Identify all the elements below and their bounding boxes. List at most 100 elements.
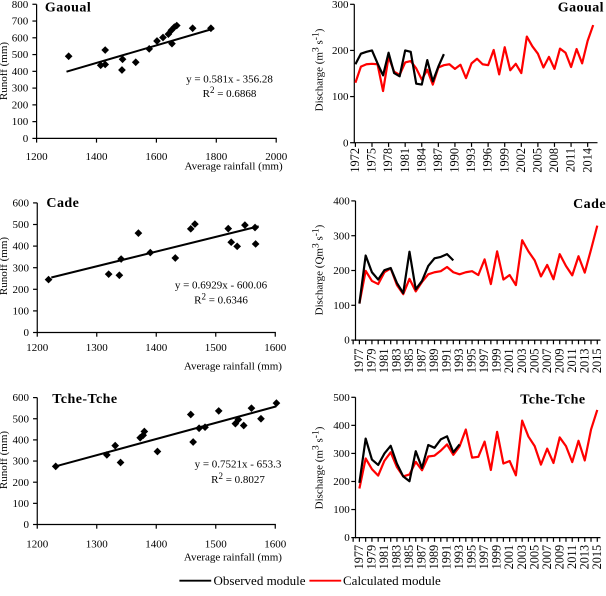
svg-text:1983: 1983 (390, 349, 404, 374)
svg-text:2005: 2005 (530, 148, 544, 173)
svg-text:1600: 1600 (264, 539, 287, 551)
svg-text:R2 = 0.8027: R2 = 0.8027 (211, 471, 265, 486)
svg-text:400: 400 (333, 196, 350, 208)
svg-text:500: 500 (12, 219, 29, 231)
svg-text:2009: 2009 (552, 349, 566, 374)
svg-text:Cade: Cade (573, 197, 606, 212)
svg-text:0: 0 (343, 137, 349, 149)
svg-text:1300: 1300 (86, 342, 109, 354)
svg-text:1300: 1300 (86, 539, 109, 551)
svg-text:1993: 1993 (464, 148, 478, 173)
svg-text:1500: 1500 (205, 342, 228, 354)
svg-text:1200: 1200 (26, 151, 49, 163)
svg-text:100: 100 (12, 498, 29, 510)
svg-text:1400: 1400 (86, 151, 109, 163)
svg-text:1997: 1997 (477, 349, 491, 374)
svg-text:1800: 1800 (205, 151, 228, 163)
svg-text:500: 500 (12, 413, 29, 425)
svg-text:y = 0.7521x - 653.3: y = 0.7521x - 653.3 (195, 458, 282, 470)
svg-text:1200: 1200 (26, 539, 49, 551)
svg-text:400: 400 (12, 241, 29, 253)
svg-text:800: 800 (12, 0, 29, 11)
svg-text:2011: 2011 (565, 349, 579, 373)
svg-text:100: 100 (12, 306, 29, 318)
svg-text:2001: 2001 (502, 545, 516, 570)
svg-text:Gaoual: Gaoual (45, 1, 91, 16)
svg-text:Discharge (m3 s-1): Discharge (m3 s-1) (312, 28, 326, 111)
svg-text:Average rainfall (mm): Average rainfall (mm) (184, 160, 282, 172)
svg-text:R2 = 0.6868: R2 = 0.6868 (203, 85, 257, 100)
svg-text:300: 300 (332, 0, 349, 11)
svg-text:Tche-Tche: Tche-Tche (520, 393, 585, 408)
svg-text:1999: 1999 (490, 348, 504, 373)
svg-text:300: 300 (333, 230, 350, 242)
svg-text:2007: 2007 (540, 349, 554, 374)
svg-text:1987: 1987 (431, 148, 445, 173)
svg-text:2005: 2005 (527, 545, 541, 570)
svg-text:600: 600 (12, 198, 29, 210)
svg-text:Average rainfall (mm): Average rainfall (mm) (184, 551, 282, 563)
svg-text:1990: 1990 (448, 148, 462, 173)
svg-text:600: 600 (12, 32, 29, 44)
svg-text:1981: 1981 (377, 545, 391, 570)
svg-text:2002: 2002 (514, 148, 528, 173)
svg-text:1984: 1984 (414, 148, 428, 173)
svg-text:300: 300 (333, 448, 350, 460)
svg-text:1985: 1985 (402, 545, 416, 570)
svg-text:400: 400 (12, 66, 29, 78)
svg-text:1985: 1985 (402, 349, 416, 374)
svg-text:1991: 1991 (440, 349, 454, 374)
svg-text:2013: 2013 (577, 545, 591, 570)
svg-text:1995: 1995 (465, 545, 479, 570)
svg-text:2014: 2014 (580, 148, 594, 173)
svg-text:1993: 1993 (452, 349, 466, 374)
svg-text:1979: 1979 (365, 349, 379, 374)
svg-text:1997: 1997 (477, 545, 491, 570)
svg-text:400: 400 (333, 420, 350, 432)
svg-text:200: 200 (12, 284, 29, 296)
svg-text:2011: 2011 (565, 545, 579, 569)
svg-text:1983: 1983 (390, 545, 404, 570)
svg-text:2003: 2003 (515, 349, 529, 374)
svg-text:2003: 2003 (515, 545, 529, 570)
svg-text:0: 0 (344, 335, 350, 347)
svg-text:1999: 1999 (497, 148, 511, 173)
svg-text:1995: 1995 (465, 349, 479, 374)
svg-text:0: 0 (23, 327, 29, 339)
svg-text:1600: 1600 (145, 151, 168, 163)
svg-text:1979: 1979 (365, 545, 379, 570)
svg-text:100: 100 (12, 116, 29, 128)
svg-text:1977: 1977 (352, 349, 366, 374)
svg-text:Runoff (mm): Runoff (mm) (0, 42, 10, 100)
svg-text:0: 0 (23, 133, 29, 145)
svg-text:2009: 2009 (552, 545, 566, 570)
svg-text:1500: 1500 (205, 539, 228, 551)
svg-text:200: 200 (332, 45, 349, 57)
svg-text:Runoff (mm): Runoff (mm) (0, 431, 10, 489)
svg-text:500: 500 (12, 49, 29, 61)
svg-text:2000: 2000 (265, 151, 288, 163)
svg-text:1981: 1981 (398, 148, 412, 173)
svg-text:1999: 1999 (490, 545, 504, 570)
svg-text:100: 100 (332, 91, 349, 103)
svg-text:y = 0.581x - 356.28: y = 0.581x - 356.28 (186, 73, 273, 85)
svg-text:1981: 1981 (377, 349, 391, 374)
svg-text:1400: 1400 (145, 342, 168, 354)
svg-text:100: 100 (333, 504, 350, 516)
svg-text:Cade: Cade (46, 196, 79, 211)
svg-text:0: 0 (23, 519, 29, 531)
svg-text:1975: 1975 (365, 148, 379, 173)
svg-text:1993: 1993 (452, 545, 466, 570)
svg-text:2015: 2015 (590, 545, 604, 570)
svg-text:100: 100 (333, 300, 350, 312)
svg-text:2007: 2007 (540, 545, 554, 570)
svg-text:2013: 2013 (577, 349, 591, 374)
svg-text:2015: 2015 (590, 349, 604, 374)
svg-text:2005: 2005 (527, 349, 541, 374)
svg-text:1987: 1987 (415, 349, 429, 374)
svg-text:Observed module: Observed module (214, 573, 306, 588)
svg-text:1600: 1600 (264, 342, 287, 354)
svg-text:1987: 1987 (415, 545, 429, 570)
svg-text:0: 0 (344, 532, 350, 544)
svg-text:1200: 1200 (26, 342, 49, 354)
